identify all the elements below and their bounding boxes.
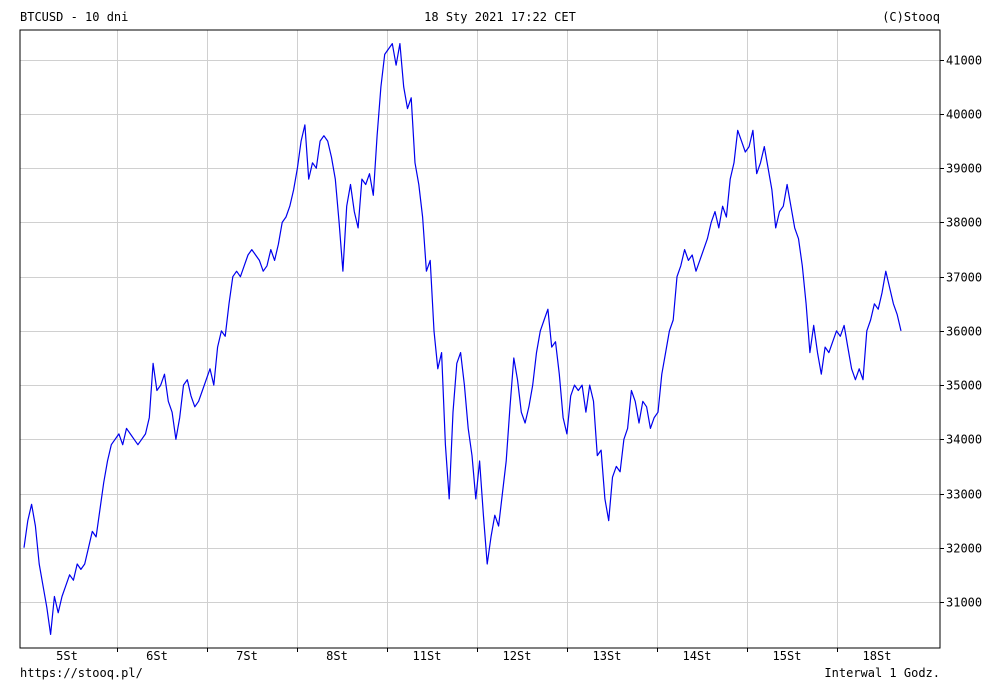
interval-label: Interwal 1 Godz. <box>824 666 940 680</box>
y-tick-label: 33000 <box>946 488 982 502</box>
copyright-label: (C)Stooq <box>882 10 940 24</box>
x-tick-label: 13St <box>593 649 622 663</box>
y-tick-label: 39000 <box>946 162 982 176</box>
price-line <box>23 43 902 635</box>
y-tick-label: 35000 <box>946 379 982 393</box>
y-tick-label: 36000 <box>946 325 982 339</box>
x-tick-label: 15St <box>773 649 802 663</box>
y-tick-label: 37000 <box>946 271 982 285</box>
y-tick-label: 38000 <box>946 216 982 230</box>
x-tick-label: 6St <box>146 649 168 663</box>
y-tick-label: 32000 <box>946 542 982 556</box>
y-tick-label: 34000 <box>946 433 982 447</box>
y-tick-label: 41000 <box>946 54 982 68</box>
x-tick-label: 7St <box>236 649 258 663</box>
x-tick-label: 12St <box>503 649 532 663</box>
x-tick-label: 8St <box>326 649 348 663</box>
stooq-link[interactable]: https://stooq.pl/ <box>20 666 143 680</box>
x-tick-label: 11St <box>413 649 442 663</box>
plot-frame <box>19 29 941 649</box>
y-tick-label: 31000 <box>946 596 982 610</box>
x-tick-label: 14St <box>683 649 712 663</box>
x-axis: 5St 6St 7St 8St 11St 12St 13St 14St 15St 18St <box>56 648 891 663</box>
y-axis: 31000 32000 33000 34000 35000 36000 37000 38000… <box>940 54 982 610</box>
timestamp-label: 18 Sty 2021 17:22 CET <box>424 10 576 24</box>
x-tick-label: 18St <box>863 649 892 663</box>
x-tick-label: 5St <box>56 649 78 663</box>
y-tick-label: 40000 <box>946 108 982 122</box>
symbol-label: BTCUSD - 10 dni <box>20 10 129 24</box>
grid <box>20 30 940 648</box>
